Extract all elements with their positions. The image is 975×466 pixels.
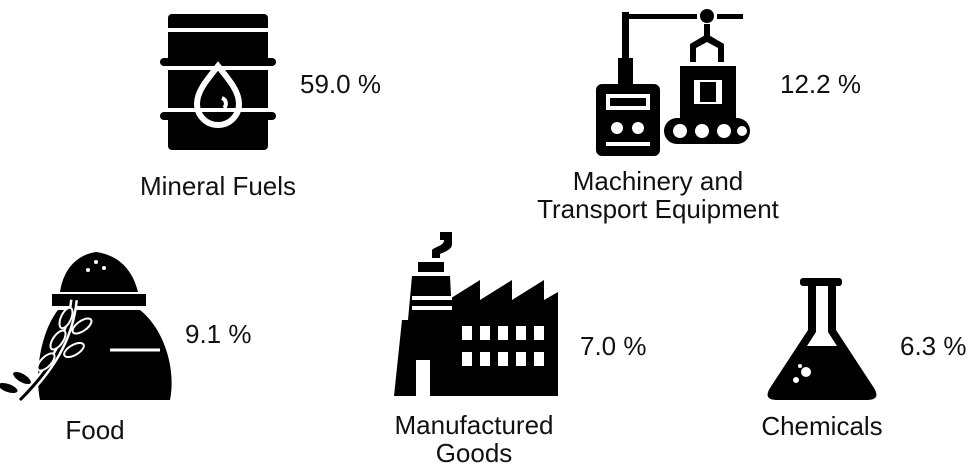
value: 7.0 % [580,331,647,361]
label: Food [65,415,124,445]
barrel-icon [160,14,276,150]
label: Mineral Fuels [140,171,296,201]
machinery-icon [596,9,750,156]
chemicals-icon [767,278,877,400]
label: Machinery and [573,166,744,196]
food-icon [0,252,172,403]
factory-icon [394,232,558,396]
label: Goods [436,438,513,466]
value: 12.2 % [780,69,861,99]
label: Transport Equipment [537,194,780,224]
value: 6.3 % [900,331,967,361]
value: 9.1 % [185,319,252,349]
label: Chemicals [761,411,882,441]
label: Manufactured [395,410,554,440]
value: 59.0 % [300,69,381,99]
